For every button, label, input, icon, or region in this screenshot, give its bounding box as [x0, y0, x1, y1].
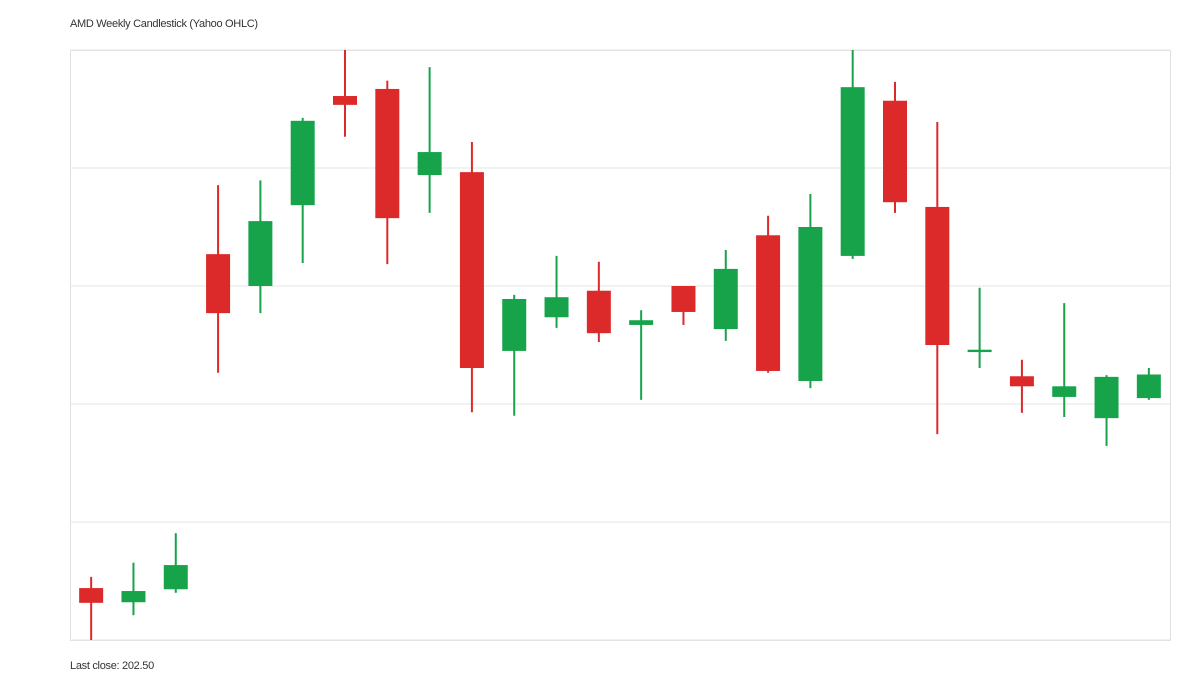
candle-body: [756, 235, 781, 371]
candle-body: [417, 152, 442, 176]
candle-body: [290, 120, 315, 206]
annotation: Last close: 202.50: [70, 660, 154, 672]
candle-body: [121, 591, 146, 603]
plot-frame: [70, 50, 1171, 641]
candle-body: [671, 286, 696, 312]
candle-body: [925, 206, 950, 345]
candle-body: [206, 254, 231, 314]
candle-body: [459, 172, 484, 369]
candle-body: [544, 297, 569, 318]
candle-body: [333, 96, 357, 105]
candle-body: [163, 565, 188, 590]
candle-body: [840, 87, 865, 256]
candle-body: [713, 268, 738, 330]
candle-body: [883, 100, 907, 203]
candle-body: [798, 227, 823, 381]
candle-body: [502, 298, 527, 351]
candle-body: [1009, 376, 1034, 387]
candle-body: [1094, 376, 1119, 419]
candle-body: [1136, 374, 1161, 399]
candle-body: [586, 290, 611, 334]
candle-body: [967, 349, 992, 353]
candle-body: [1052, 386, 1077, 397]
candle-body: [248, 221, 273, 286]
candle-body: [79, 588, 104, 603]
candle-body: [375, 88, 400, 219]
candle-body: [629, 320, 654, 325]
chart-title: AMD Weekly Candlestick (Yahoo OHLC): [70, 18, 258, 30]
